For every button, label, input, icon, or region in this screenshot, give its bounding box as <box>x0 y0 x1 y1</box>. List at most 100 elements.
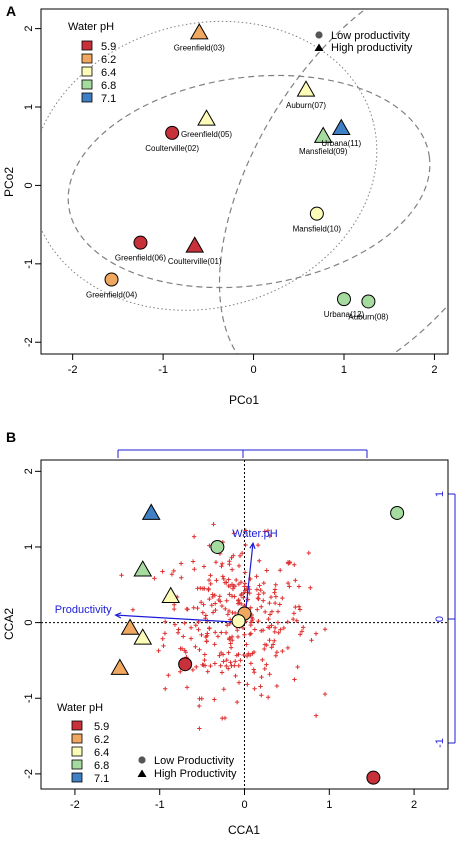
species-score-mark <box>175 630 181 635</box>
species-score-mark <box>264 662 269 667</box>
species-score-mark <box>190 667 196 673</box>
species-score-mark <box>242 570 248 575</box>
species-score-mark <box>226 583 231 589</box>
species-score-mark <box>152 576 157 581</box>
species-score-mark <box>236 663 241 668</box>
species-score-mark <box>163 686 168 691</box>
panel-a-plot-frame <box>40 8 449 355</box>
species-score-mark <box>269 609 275 614</box>
species-score-mark <box>254 587 260 592</box>
species-score-mark <box>179 646 185 651</box>
species-score-mark <box>226 608 232 614</box>
site-label-greenfield-06: Greenfield(06) <box>115 254 166 263</box>
site-label-auburn-07: Auburn(07) <box>286 101 326 110</box>
panel-b-axis-ticks: -2 -1 0 1 2 -2 -1 0 1 2 <box>23 468 417 811</box>
species-score-mark <box>261 580 267 586</box>
site-label-greenfield-04: Greenfield(04) <box>86 291 137 300</box>
legend-title: Water pH <box>68 21 114 33</box>
vector-label-water-ph: Water.pH <box>232 528 277 540</box>
species-score-mark <box>219 670 225 675</box>
site-point-4 <box>133 560 153 577</box>
right-axis-tick-label: -1 <box>434 738 446 748</box>
species-score-mark <box>269 645 274 650</box>
species-score-mark <box>156 648 161 653</box>
y-tick-label: -1 <box>23 259 35 269</box>
right-axis-tick-label: 1 <box>434 491 446 497</box>
species-score-mark <box>306 550 311 556</box>
species-score-mark <box>260 657 265 663</box>
species-score-mark <box>285 619 290 625</box>
species-score-mark <box>219 564 224 569</box>
vector-arrowhead <box>249 541 256 550</box>
species-score-mark <box>217 653 222 658</box>
species-score-mark <box>291 611 297 616</box>
species-score-mark <box>248 631 254 636</box>
species-score-mark <box>248 661 254 666</box>
species-score-mark <box>277 568 283 573</box>
legend-circle-icon <box>315 31 323 39</box>
panel-a-x-axis-label: PCo1 <box>229 393 259 407</box>
panel-b-secondary-axes <box>117 449 456 744</box>
species-score-mark <box>220 561 225 566</box>
site-label-greenfield-05: Greenfield(05) <box>181 130 232 139</box>
species-score-mark <box>232 663 237 668</box>
legend-title: Water pH <box>57 702 103 714</box>
species-score-mark <box>237 553 243 559</box>
species-score-mark <box>244 642 249 647</box>
species-score-mark <box>292 562 297 567</box>
species-score-mark <box>243 528 248 533</box>
species-score-mark <box>269 623 274 628</box>
species-score-mark <box>258 587 263 593</box>
species-score-mark <box>234 577 239 583</box>
species-score-mark <box>211 522 216 527</box>
species-score-mark <box>297 607 303 612</box>
site-point-mansfield-10 <box>309 206 324 221</box>
species-score-mark <box>194 664 199 670</box>
species-score-mark <box>248 622 253 628</box>
legend-high-productivity: High productivity <box>331 42 413 54</box>
species-score-mark <box>188 636 194 641</box>
species-score-mark <box>219 630 224 635</box>
species-score-mark <box>172 622 178 627</box>
species-score-mark <box>262 646 267 652</box>
species-score-mark <box>261 598 266 603</box>
species-score-mark <box>252 627 258 632</box>
site-point-8 <box>120 618 140 635</box>
species-score-mark <box>241 590 247 595</box>
species-score-mark <box>229 567 235 572</box>
species-score-mark <box>213 607 218 613</box>
species-score-mark <box>208 581 213 587</box>
site-point-greenfield-04 <box>104 272 119 287</box>
species-score-mark <box>201 564 207 569</box>
species-score-mark <box>198 600 204 605</box>
species-score-mark <box>273 653 279 658</box>
site-point-urbana-12 <box>336 292 351 307</box>
species-score-mark <box>308 585 313 590</box>
species-score-mark <box>264 568 269 573</box>
species-score-mark <box>236 563 242 569</box>
site-point-mansfield-09 <box>313 126 333 143</box>
panel-a-ph-legend: Water pH 5.9 6.2 6.4 6.8 7.1 <box>68 21 116 105</box>
site-point-7 <box>231 614 246 629</box>
species-score-mark <box>193 623 199 628</box>
species-score-mark <box>272 600 278 606</box>
species-score-mark <box>207 625 212 631</box>
panel-b-shape-legend: Low Productivity High Productivity <box>137 755 237 780</box>
x-tick-label: 2 <box>431 364 437 376</box>
site-point-greenfield-03 <box>189 23 209 40</box>
species-score-mark <box>293 604 298 610</box>
species-score-mark <box>228 641 233 646</box>
species-score-mark <box>202 657 207 663</box>
species-score-mark <box>270 642 276 647</box>
species-score-mark <box>196 703 202 709</box>
species-score-mark <box>217 594 222 599</box>
legend-label-7-1: 7.1 <box>101 93 116 105</box>
species-score-mark <box>206 577 212 583</box>
species-score-mark <box>166 673 171 678</box>
species-score-mark <box>160 636 165 641</box>
species-score-mark <box>191 605 196 610</box>
species-score-mark <box>285 580 291 586</box>
panel-a-points <box>104 23 376 309</box>
legend-swatch-6-4 <box>71 746 83 757</box>
species-score-mark <box>227 617 233 622</box>
